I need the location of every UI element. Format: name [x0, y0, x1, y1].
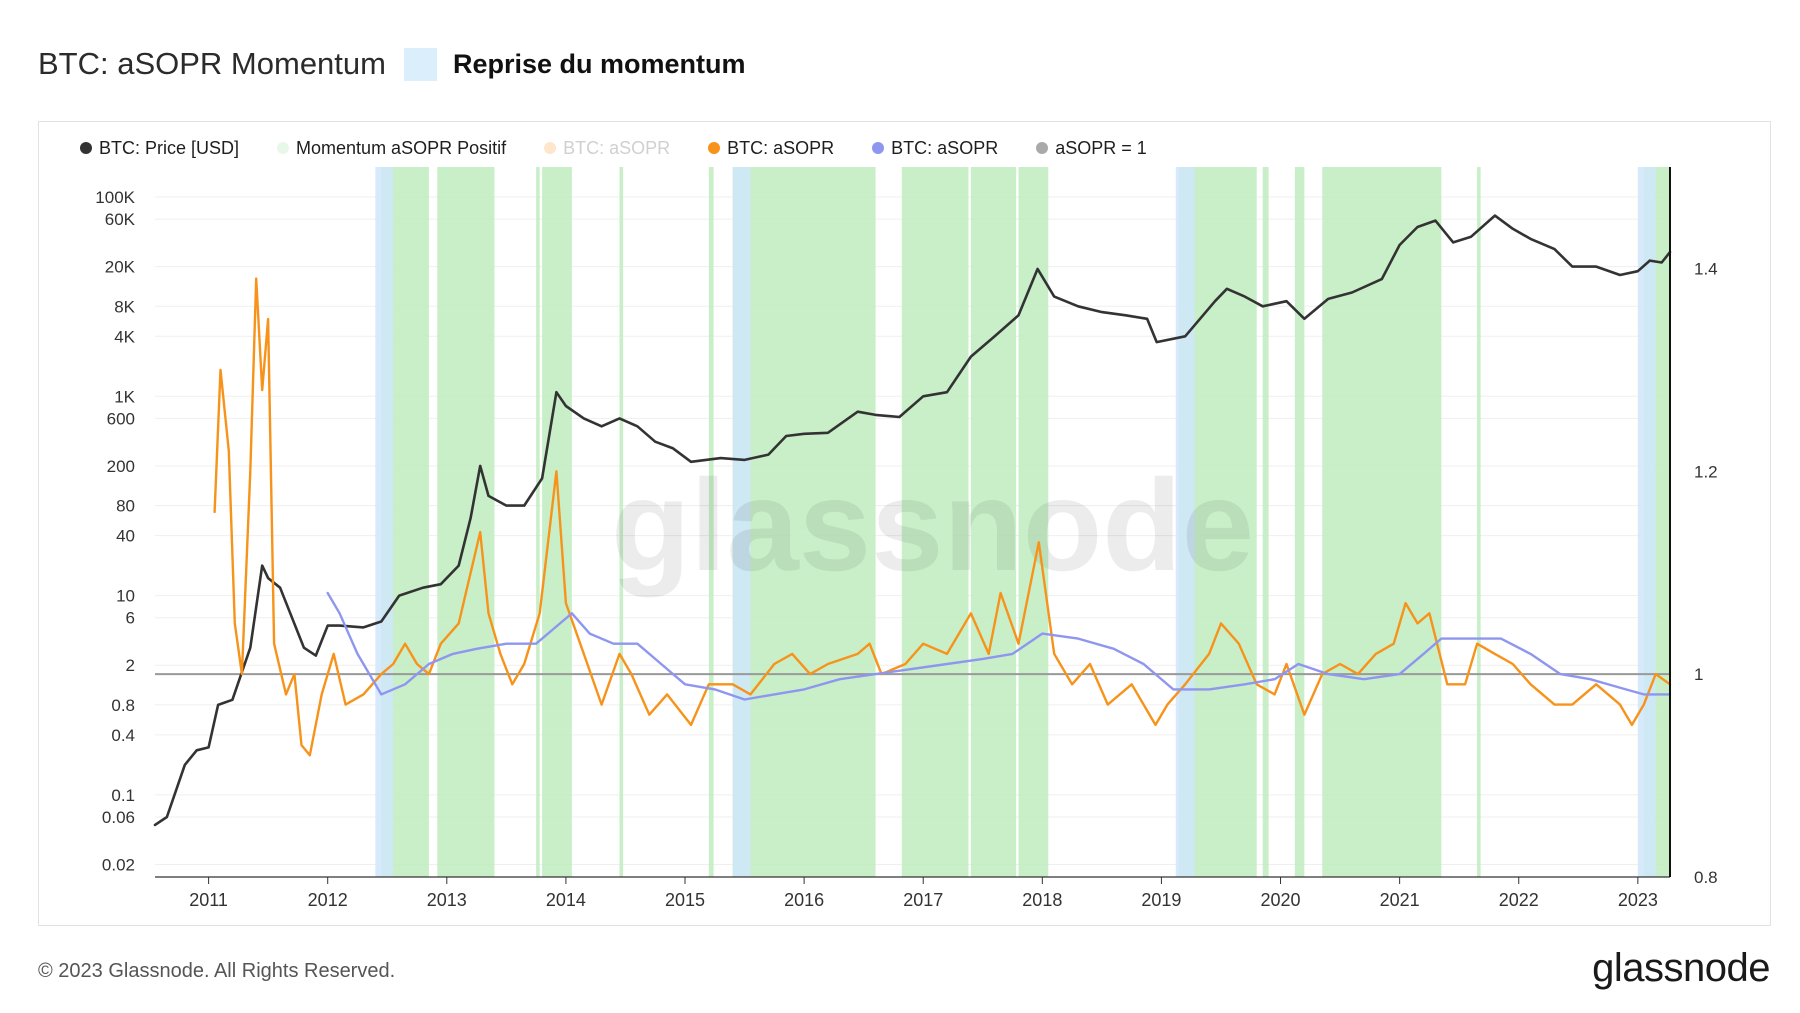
- x-tick-label: 2021: [1380, 890, 1420, 910]
- x-tick-label: 2014: [546, 890, 586, 910]
- legend-dot-icon: [544, 142, 557, 154]
- legend-label: BTC: Price [USD]: [99, 137, 240, 158]
- x-tick-label: 2015: [665, 890, 705, 910]
- chart-title: BTC: aSOPR Momentum: [38, 46, 386, 81]
- momentum-positive-band: [1477, 167, 1481, 877]
- left-tick-label: 0.02: [102, 856, 135, 875]
- legend-dot-icon: [872, 142, 885, 154]
- momentum-resumption-band: [1637, 167, 1656, 877]
- legend-label: BTC: aSOPR: [563, 137, 671, 158]
- left-tick-label: 0.1: [111, 786, 135, 805]
- right-tick-label: 1: [1694, 665, 1703, 684]
- price-line: [153, 214, 1672, 827]
- chart-card: [38, 121, 1771, 926]
- x-tick-label: 2017: [903, 890, 943, 910]
- copyright-text: © 2023 Glassnode. All Rights Reserved.: [38, 960, 396, 982]
- left-tick-label: 4K: [114, 327, 135, 346]
- legend-item[interactable]: BTC: aSOPR: [544, 138, 670, 159]
- right-tick-label: 0.8: [1694, 868, 1718, 887]
- legend-item[interactable]: aSOPR = 1: [1036, 138, 1147, 159]
- momentum-resumption-band: [375, 167, 394, 877]
- x-tick-label: 2011: [189, 890, 228, 910]
- left-tick-label: 8K: [114, 297, 135, 316]
- momentum-positive-band: [619, 167, 624, 877]
- left-tick-label: 40: [116, 527, 135, 546]
- momentum-positive-band: [536, 167, 540, 877]
- left-tick-label: 2: [126, 656, 135, 675]
- left-tick-label: 100K: [95, 188, 135, 207]
- x-tick-label: 2016: [784, 890, 824, 910]
- momentum-positive-band: [732, 167, 876, 877]
- legend-item[interactable]: BTC: aSOPR: [708, 138, 834, 159]
- right-tick-label: 1.4: [1694, 259, 1718, 278]
- legend-item[interactable]: BTC: Price [USD]: [80, 138, 239, 159]
- glassnode-logo: glassnode: [1592, 946, 1770, 990]
- chart-subtitle: Reprise du momentum: [452, 48, 746, 79]
- watermark-text: glassnode: [611, 452, 1254, 598]
- legend-label: BTC: aSOPR: [727, 137, 835, 158]
- momentum-positive-band: [1322, 167, 1442, 877]
- left-tick-label: 10: [116, 587, 135, 606]
- momentum-positive-band: [437, 167, 495, 877]
- asopr-average-line: [326, 591, 1672, 701]
- left-tick-label: 60K: [105, 210, 136, 229]
- momentum-positive-band: [1294, 167, 1305, 877]
- axes: 2011 2012 2013 2014 2015 2016 2017 2018 2019 2020…: [95, 167, 1718, 910]
- asopr-line: [213, 277, 1672, 757]
- x-tick-label: 2019: [1141, 890, 1181, 910]
- left-tick-label: 1K: [114, 387, 135, 406]
- left-tick-label: 0.06: [102, 808, 135, 827]
- momentum-positive-band: [708, 167, 714, 877]
- legend-dot-icon: [80, 142, 92, 154]
- legend-label: aSOPR = 1: [1055, 137, 1147, 158]
- series-layer: [153, 214, 1672, 827]
- x-tick-label: 2022: [1499, 890, 1539, 910]
- watermark-layer: glassnode: [611, 452, 1254, 598]
- momentum-positive-band: [1018, 167, 1049, 877]
- legend-label: Momentum aSOPR Positif: [296, 137, 507, 158]
- highlight-bands: [375, 167, 1670, 877]
- left-tick-label: 0.8: [111, 696, 135, 715]
- momentum-positive-band: [901, 167, 969, 877]
- x-tick-label: 2018: [1022, 890, 1062, 910]
- x-tick-label: 2020: [1261, 890, 1301, 910]
- left-tick-label: 6: [126, 609, 135, 628]
- highlight-legend-swatch: [403, 47, 437, 81]
- momentum-positive-band: [970, 167, 1017, 877]
- momentum-resumption-band: [1175, 167, 1195, 877]
- x-tick-label: 2012: [308, 890, 348, 910]
- left-tick-label: 80: [116, 497, 135, 516]
- left-tick-label: 600: [107, 409, 135, 428]
- legend-dot-icon: [1036, 142, 1049, 154]
- legend-dot-icon: [708, 142, 721, 154]
- legend-item[interactable]: BTC: aSOPR: [872, 138, 998, 159]
- legend-label: BTC: aSOPR: [891, 137, 999, 158]
- x-tick-label: 2023: [1618, 890, 1658, 910]
- x-tick-label: 2013: [427, 890, 467, 910]
- left-tick-label: 200: [107, 457, 135, 476]
- momentum-positive-band: [542, 167, 572, 877]
- right-tick-label: 1.2: [1694, 462, 1718, 481]
- legend-item[interactable]: Momentum aSOPR Positif: [277, 138, 506, 159]
- legend-dot-icon: [277, 142, 290, 154]
- left-tick-label: 0.4: [111, 726, 135, 745]
- chart-legend: BTC: Price [USD] Momentum aSOPR Positif BT…: [80, 136, 1185, 160]
- momentum-positive-band: [1262, 167, 1269, 877]
- left-tick-label: 20K: [105, 258, 136, 277]
- chart-header: BTC: aSOPR Momentum Reprise du momentum: [38, 44, 746, 84]
